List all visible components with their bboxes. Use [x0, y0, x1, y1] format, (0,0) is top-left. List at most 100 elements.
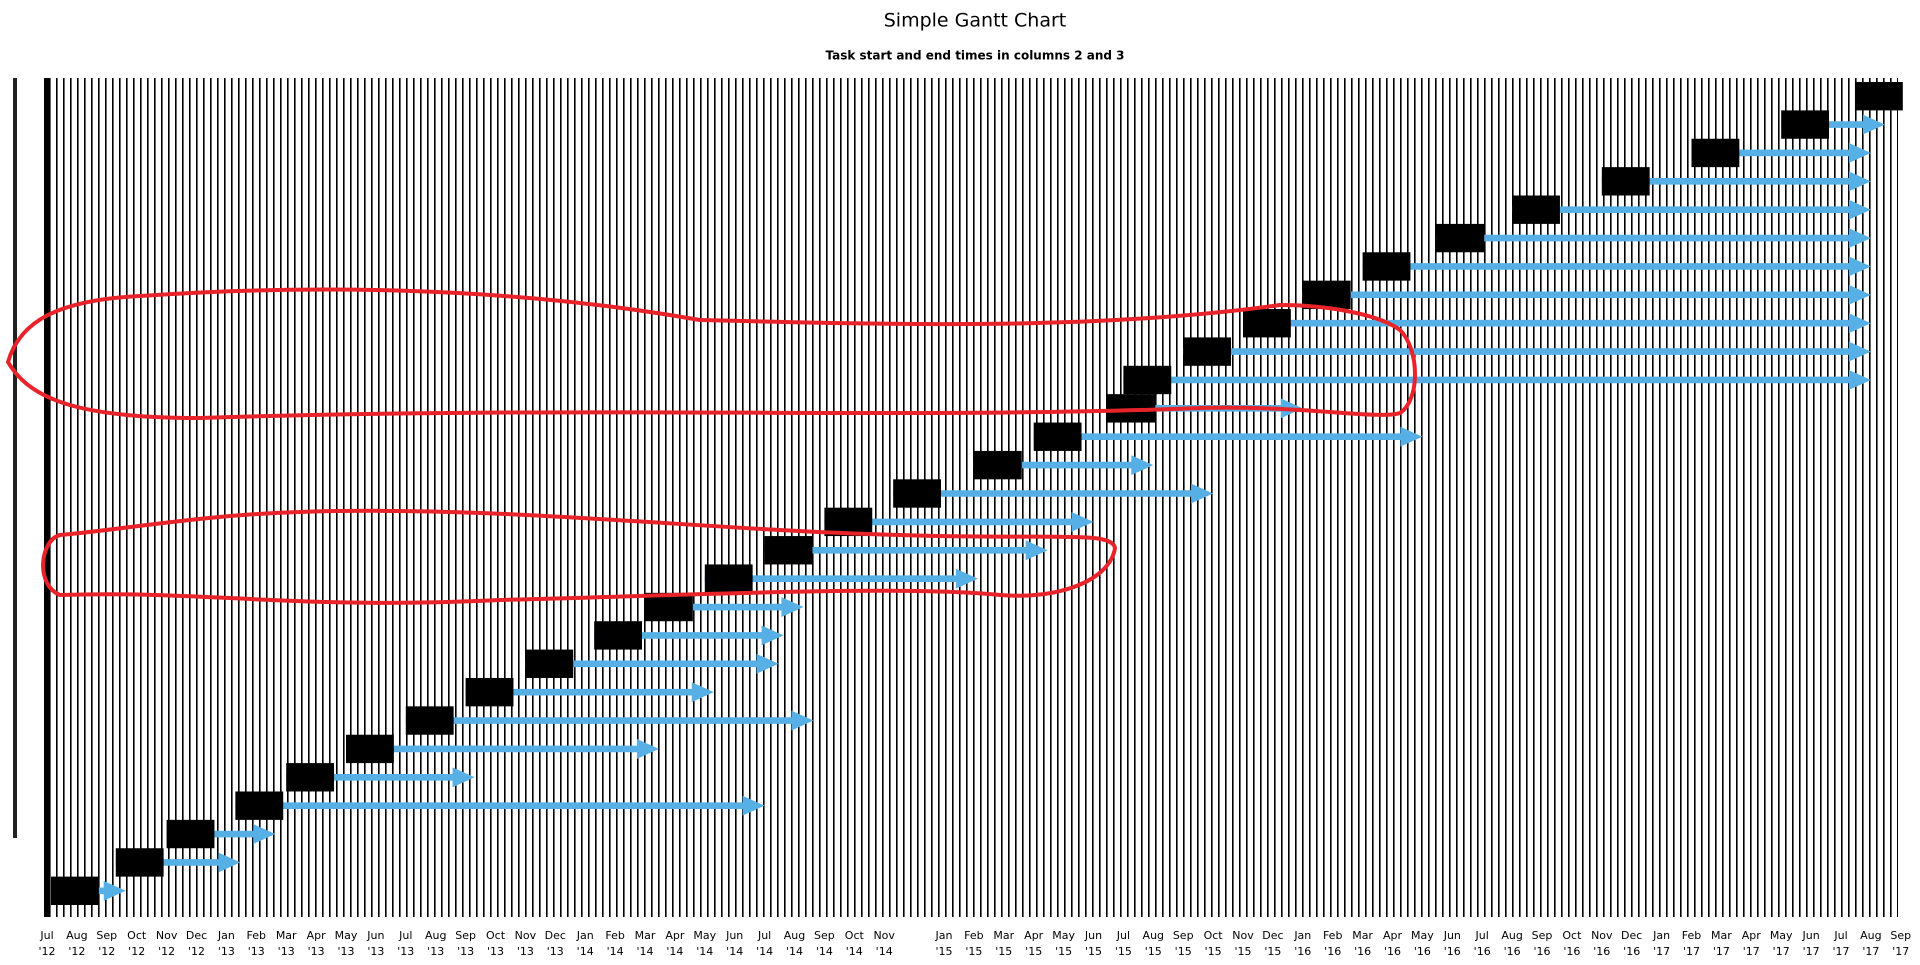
task-start	[1512, 195, 1560, 224]
x-tick-year: '16	[1593, 945, 1610, 958]
x-tick-year: '14	[666, 945, 683, 958]
task-start	[115, 848, 164, 877]
x-tick-year: '14	[726, 945, 743, 958]
x-tick-month: Mar	[1352, 929, 1373, 942]
x-tick-month: Jul	[1116, 929, 1130, 942]
x-tick-month: Feb	[247, 929, 266, 942]
x-tick-year: '17	[1892, 945, 1909, 958]
x-tick-year: '15	[995, 945, 1012, 958]
task-start	[1691, 138, 1740, 168]
x-tick-month: Jan	[576, 929, 594, 942]
x-tick-month: Dec	[1262, 929, 1283, 942]
x-tick-month: Mar	[635, 929, 656, 942]
x-tick-year: '13	[517, 945, 534, 958]
x-tick-year: '14	[636, 945, 653, 958]
x-tick-year: '15	[1055, 945, 1072, 958]
x-tick-year: '13	[308, 945, 325, 958]
x-tick-year: '13	[457, 945, 474, 958]
x-tick-month: Jan	[217, 929, 235, 942]
task-start	[525, 649, 574, 678]
task-start	[405, 706, 454, 735]
task-bar	[115, 852, 241, 873]
x-tick-month: Nov	[873, 929, 895, 942]
x-tick-year: '14	[786, 945, 803, 958]
x-tick-month: Feb	[1682, 929, 1701, 942]
task-start	[1243, 309, 1291, 338]
x-tick-month: Oct	[486, 929, 506, 942]
x-tick-year: '17	[1653, 945, 1670, 958]
task-bar	[1512, 199, 1871, 220]
x-tick-year: '13	[547, 945, 564, 958]
task-start	[973, 450, 1022, 480]
x-tick-year: '16	[1444, 945, 1461, 958]
x-tick-year: '13	[337, 945, 354, 958]
x-tick-year: '15	[1234, 945, 1251, 958]
task-start	[893, 479, 942, 508]
task-start	[1183, 337, 1232, 366]
x-tick-year: '13	[487, 945, 504, 958]
task-start	[1854, 82, 1903, 111]
left-axis	[44, 78, 49, 917]
x-tick-year: '12	[98, 945, 115, 958]
task-bar	[893, 483, 1214, 504]
x-tick-month: Jul	[1833, 929, 1847, 942]
x-tick-month: Sep	[96, 929, 117, 942]
x-tick-month: May	[693, 929, 716, 942]
x-tick-month: Jul	[757, 929, 771, 942]
task-bar	[465, 682, 714, 703]
x-tick-year: '16	[1533, 945, 1550, 958]
x-tick-month: Sep	[455, 929, 476, 942]
task-start	[1601, 167, 1650, 196]
x-tick-month: Feb	[605, 929, 624, 942]
x-tick-month: Aug	[784, 929, 805, 942]
task-start	[1123, 365, 1172, 395]
x-tick-month: Nov	[1591, 929, 1613, 942]
task-start	[764, 536, 813, 565]
x-tick-month: Apr	[665, 929, 685, 942]
task-bar	[1302, 284, 1871, 305]
x-tick-month: Dec	[1621, 929, 1642, 942]
x-tick-year: '13	[397, 945, 414, 958]
task-start	[235, 791, 284, 820]
x-tick-year: '15	[1205, 945, 1222, 958]
x-tick-year: '12	[38, 945, 55, 958]
x-tick-year: '12	[158, 945, 175, 958]
x-tick-year: '17	[1773, 945, 1790, 958]
task-bar	[346, 738, 659, 759]
x-tick-year: '14	[876, 945, 893, 958]
x-tick-year: '13	[218, 945, 235, 958]
task-start	[1362, 252, 1411, 281]
x-tick-month: Dec	[186, 929, 207, 942]
task-bar	[1436, 228, 1871, 249]
x-tick-month: Apr	[1742, 929, 1762, 942]
chart-title: Simple Gantt Chart	[884, 10, 1066, 32]
x-tick-month: Jul	[398, 929, 412, 942]
x-tick-year: '16	[1623, 945, 1640, 958]
x-tick-month: Aug	[66, 929, 87, 942]
x-tick-year: '14	[816, 945, 833, 958]
x-tick-month: Apr	[307, 929, 327, 942]
x-tick-year: '16	[1324, 945, 1341, 958]
task-bar	[1781, 114, 1885, 135]
x-tick-month: May	[1770, 929, 1793, 942]
x-tick-month: May	[1052, 929, 1075, 942]
x-tick-year: '12	[68, 945, 85, 958]
x-tick-month: Jul	[1475, 929, 1489, 942]
task-bar	[405, 710, 814, 731]
task-bar	[1033, 426, 1423, 447]
x-tick-month: Aug	[1501, 929, 1522, 942]
x-tick-year: '15	[1264, 945, 1281, 958]
x-tick-year: '12	[188, 945, 205, 958]
x-tick-year: '16	[1294, 945, 1311, 958]
x-tick-month: Jun	[1802, 929, 1820, 942]
x-tick-month: Dec	[545, 929, 566, 942]
task-start	[465, 677, 514, 707]
x-tick-month: Jan	[1293, 929, 1311, 942]
x-tick-year: '16	[1354, 945, 1371, 958]
task-start	[1033, 422, 1082, 451]
task-start	[594, 621, 643, 650]
x-tick-month: Nov	[1232, 929, 1254, 942]
task-bar	[1183, 341, 1871, 362]
x-tick-month: Jun	[366, 929, 384, 942]
